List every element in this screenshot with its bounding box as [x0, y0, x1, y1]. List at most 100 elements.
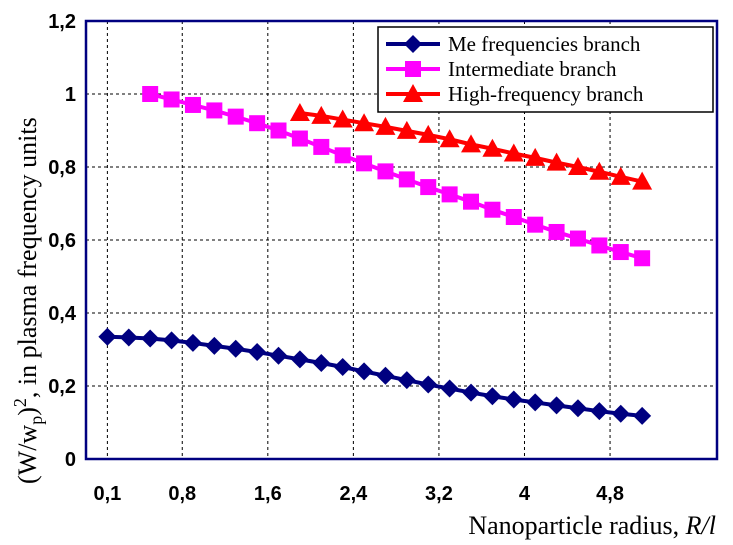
data-point	[632, 171, 653, 190]
x-axis-title-text: Nanoparticle radius,	[468, 511, 685, 540]
legend-item: Me frequencies branch	[386, 32, 641, 56]
legend-label: Intermediate branch	[448, 57, 617, 81]
data-point	[439, 129, 460, 148]
data-point	[611, 404, 630, 423]
data-point	[142, 86, 159, 102]
data-point	[98, 327, 117, 346]
data-point	[396, 120, 417, 139]
y-tick-label: 0,6	[48, 230, 76, 252]
series-1	[98, 327, 652, 425]
tick-labels: 0,1 0,8 1,6 2,4 3,2 4 4,8 0 0,2 0,4 0,6 0,8 1 1,2	[48, 11, 624, 505]
y-axis-title: (W/wp)2, in plasma frequency units	[10, 117, 46, 484]
data-point	[462, 383, 481, 402]
data-point	[312, 354, 331, 373]
data-point	[205, 336, 224, 355]
data-point	[568, 399, 587, 418]
data-point	[633, 406, 652, 425]
data-point	[289, 102, 310, 121]
y-axis-title-paren: )	[13, 407, 42, 416]
legend-marker	[404, 35, 422, 53]
data-point	[398, 171, 415, 188]
data-point	[332, 109, 353, 128]
x-axis-title: Nanoparticle radius, R/l	[468, 511, 716, 540]
data-point	[504, 390, 523, 409]
series-2	[142, 86, 651, 267]
data-point	[589, 161, 610, 180]
data-point	[248, 343, 267, 362]
data-point	[333, 358, 352, 377]
y-tick-label: 0	[65, 449, 76, 471]
data-point	[634, 250, 651, 267]
data-point	[484, 201, 501, 218]
data-point	[567, 157, 588, 175]
y-axis-title-subscript: p	[26, 416, 46, 425]
data-point	[184, 96, 201, 113]
data-point	[591, 237, 608, 254]
data-point	[356, 155, 373, 172]
legend-label: Me frequencies branch	[448, 32, 641, 56]
data-point	[505, 209, 522, 226]
data-point	[547, 396, 566, 415]
legend-item: High-frequency branch	[386, 82, 644, 106]
data-point	[334, 147, 351, 164]
data-point	[269, 346, 288, 365]
x-tick-label: 4	[519, 483, 531, 505]
data-point	[119, 328, 138, 347]
y-tick-label: 0,4	[48, 303, 77, 325]
data-point	[270, 122, 287, 139]
data-point	[206, 102, 223, 119]
y-tick-label: 0,2	[48, 376, 76, 398]
plot-area-frame	[84, 19, 719, 461]
data-point	[375, 116, 396, 135]
y-tick-label: 1,2	[48, 11, 76, 33]
data-point	[503, 143, 524, 162]
data-point	[419, 375, 438, 394]
data-point	[590, 402, 609, 421]
data-point	[163, 91, 180, 108]
x-tick-label: 1,6	[254, 483, 282, 505]
data-point	[418, 124, 439, 143]
data-point	[526, 393, 545, 412]
data-point	[313, 138, 330, 155]
data-point	[355, 362, 374, 381]
series-3	[289, 102, 653, 190]
legend-marker	[403, 84, 423, 102]
data-point	[183, 333, 202, 352]
data-point	[162, 331, 181, 350]
data-point	[311, 105, 332, 124]
x-tick-label: 4,8	[596, 483, 624, 505]
y-tick-label: 1	[65, 84, 76, 106]
x-tick-label: 3,2	[425, 483, 453, 505]
data-point	[227, 108, 244, 125]
y-axis-title-superscript: 2	[10, 398, 30, 407]
data-point	[482, 138, 503, 157]
x-axis-title-italic: R/l	[685, 511, 716, 540]
y-axis-title-suffix: , in plasma frequency units	[13, 117, 42, 398]
data-point	[461, 134, 482, 153]
data-point	[354, 113, 375, 132]
data-point	[290, 350, 309, 369]
data-point	[546, 152, 567, 171]
y-tick-label: 0,8	[48, 157, 76, 179]
data-point	[291, 130, 308, 147]
data-point	[377, 163, 394, 180]
data-point	[397, 371, 416, 390]
data-point	[249, 115, 266, 132]
x-tick-label: 0,1	[93, 483, 121, 505]
data-point	[548, 223, 565, 240]
data-point	[525, 147, 546, 166]
data-point	[483, 387, 502, 406]
data-point	[420, 179, 437, 196]
data-point	[612, 244, 629, 261]
data-point	[527, 216, 544, 233]
legend-item: Intermediate branch	[386, 57, 617, 81]
x-tick-label: 0,8	[168, 483, 196, 505]
data-point	[141, 329, 160, 348]
x-tick-label: 2,4	[339, 483, 368, 505]
legend-label: High-frequency branch	[448, 82, 644, 106]
legend-marker	[405, 61, 421, 77]
data-point	[226, 339, 245, 358]
